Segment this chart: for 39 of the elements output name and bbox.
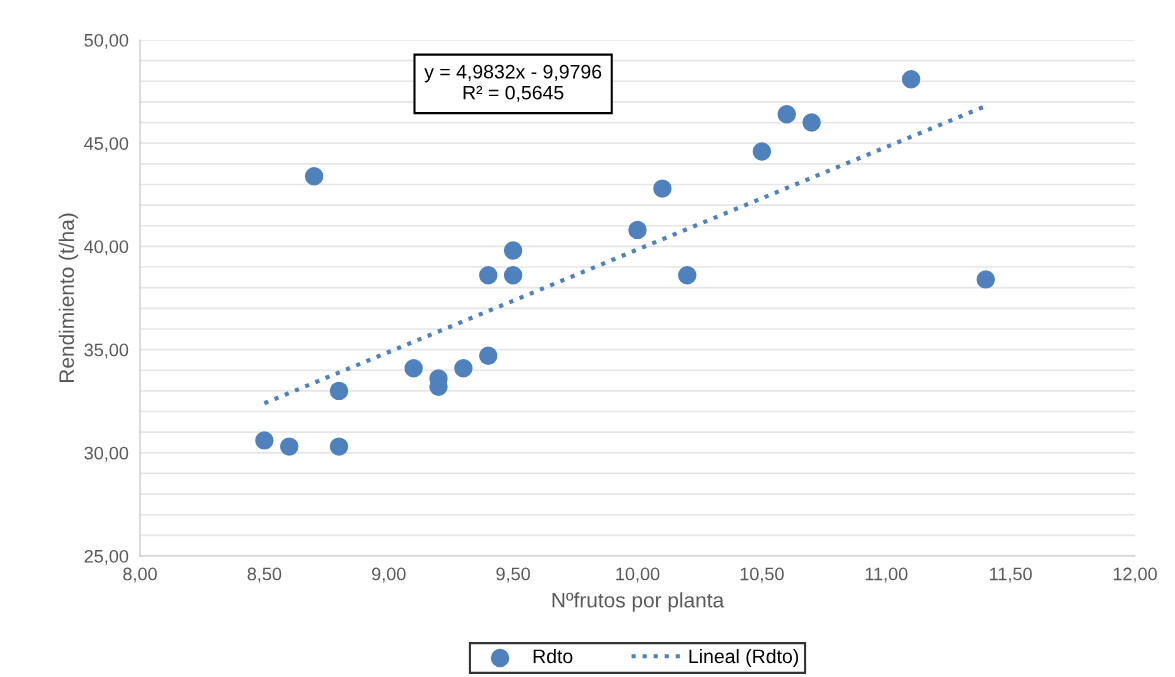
point — [503, 266, 523, 285]
point — [329, 437, 349, 456]
point — [329, 381, 349, 401]
y-tick-label: 45,00 — [84, 137, 129, 153]
point — [976, 270, 995, 289]
point — [802, 113, 821, 132]
x-tick-label: 11,00 — [865, 567, 908, 583]
point — [777, 105, 796, 124]
point — [901, 70, 921, 89]
point — [454, 358, 473, 378]
y-tick-label: 30,00 — [84, 446, 129, 462]
y-tick-label: 35,00 — [84, 343, 129, 359]
point — [752, 142, 772, 161]
y-tick-label: 40,00 — [84, 240, 129, 256]
x-tick-label: 9,50 — [496, 567, 530, 583]
point — [678, 266, 697, 285]
x-tick-label: 9,00 — [372, 567, 406, 583]
point — [404, 358, 423, 378]
x-tick-label: 8,00 — [123, 567, 157, 583]
point — [479, 346, 498, 365]
point — [255, 431, 274, 450]
point — [280, 437, 299, 456]
point — [628, 220, 647, 240]
point — [653, 179, 672, 198]
legend-label: Rdto — [533, 648, 573, 664]
x-tick-label: 10,00 — [616, 567, 660, 583]
y-tick-label: 25,00 — [84, 549, 129, 565]
y-tick-label: 50,00 — [84, 33, 129, 49]
x-tick-label: 12,00 — [1113, 567, 1157, 583]
y-axis-title: Rendimiento (t/ha) — [58, 213, 79, 382]
x-tick-label: 10,50 — [740, 567, 784, 583]
x-tick-label: 8,50 — [247, 567, 282, 583]
legend-label: Lineal (Rdto) — [689, 648, 799, 668]
point — [479, 266, 498, 285]
point — [503, 241, 523, 260]
x-tick-label: 11,50 — [990, 567, 1032, 583]
annotation: y = 4,9832x - 9,9796 R² = 0,5645 — [424, 64, 602, 102]
x-axis-title: Nºfrutos por planta — [552, 592, 725, 612]
point — [304, 167, 324, 186]
